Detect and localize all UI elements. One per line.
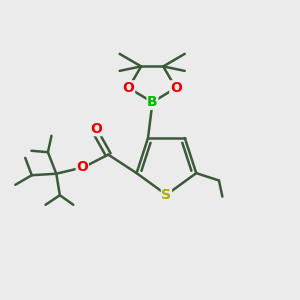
Text: B: B (147, 95, 158, 109)
Text: O: O (170, 81, 182, 95)
Text: O: O (90, 122, 102, 136)
Text: S: S (161, 188, 171, 202)
Text: O: O (76, 160, 88, 174)
Text: O: O (123, 81, 134, 95)
